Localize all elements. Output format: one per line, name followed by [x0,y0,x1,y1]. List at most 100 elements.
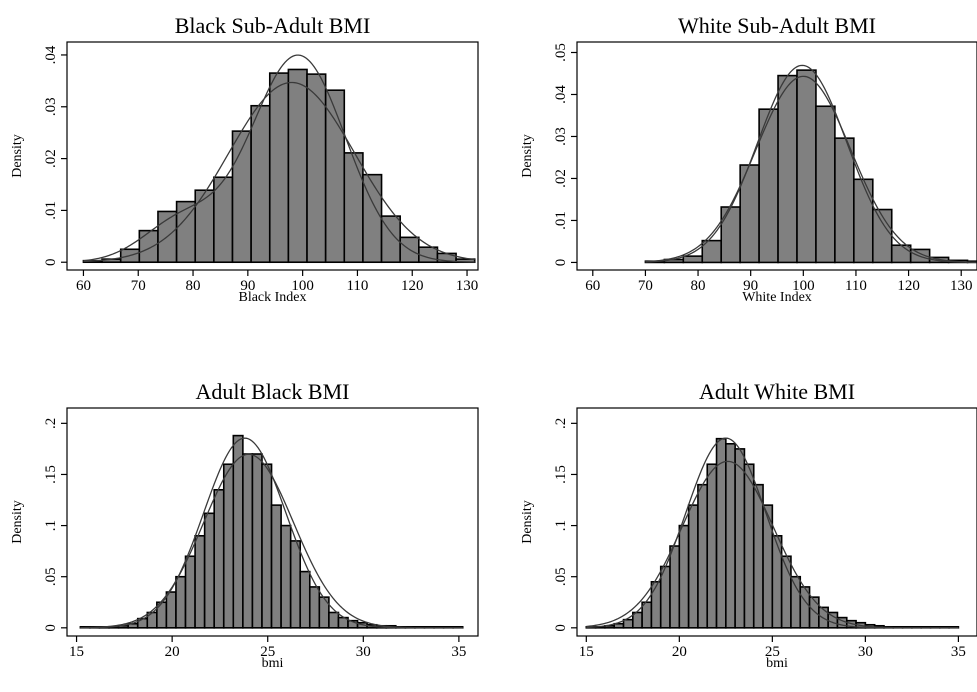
histogram-bar [343,152,364,264]
histogram-bar [669,545,681,629]
x-tick-label: 120 [401,278,424,294]
chart-title: White Sub-Adult BMI [678,13,876,38]
y-tick-label: .04 [553,85,569,104]
histogram-bar [165,591,177,629]
histogram-bar [213,488,225,629]
chart-panel-adult-white: Adult White BMI 15 20 25 30 35 0 .05 .1 .15 .2 bmi D… [520,379,977,671]
x-tick-label: 15 [579,644,594,660]
y-tick-label: .03 [553,127,569,146]
y-tick-label: .01 [43,201,59,220]
x-tick-label: 100 [291,278,314,294]
y-axis-label: Density [10,500,25,544]
histogram-bar [184,555,196,629]
x-tick-label: 100 [792,278,815,294]
kernel-density-curve [586,437,959,629]
histogram-bar [324,89,346,264]
histogram-bar [242,453,254,629]
x-tick-label: 130 [950,278,973,294]
histogram-bar [232,434,244,629]
x-tick-label: 90 [240,278,255,294]
histogram-bar [138,229,159,264]
y-tick-label: .04 [43,45,59,64]
x-tick-label: 60 [585,278,600,294]
histogram-bar [136,617,149,629]
x-tick-label: 25 [765,644,780,660]
x-tick-label: 110 [346,278,368,294]
y-tick-label: .1 [43,520,59,531]
chart-panel-black-sub-adult: Black Sub-Adult BMI 60 70 80 90 100 110 120 130 0… [10,13,479,305]
plot-frame [66,407,479,637]
histogram-bar [250,104,271,264]
histogram-bar [261,463,273,629]
chart-panel-white-sub-adult: White Sub-Adult BMI 60 70 80 90 100 110 120 130 0… [520,13,977,305]
y-tick-label: .01 [553,211,569,230]
histogram-bar [175,575,187,629]
histogram-bar [289,540,302,629]
histogram-bar [287,68,308,264]
histogram-bar [808,596,820,629]
y-tick-label: .02 [43,149,59,168]
y-tick-label: 0 [43,624,59,632]
x-axis-label: White Index [742,290,812,305]
kernel-density-curve [645,64,977,263]
histogram-bar [299,570,311,629]
histogram-bar [418,246,439,264]
kernel-density-curve [80,437,463,629]
x-axis-label: Black Index [238,290,306,305]
y-tick-label: .15 [43,465,59,484]
y-tick-label: .2 [43,418,59,429]
y-tick-label: .1 [553,520,569,531]
histogram-bar [194,535,206,629]
histogram-bar [213,176,234,264]
y-axis-label: Density [520,500,535,544]
y-tick-label: .2 [553,418,569,429]
histogram-bar [682,255,704,264]
y-axis-label: Density [10,134,25,178]
histogram-bar [777,74,798,264]
y-axis-label: Density [520,134,535,178]
x-tick-label: 25 [260,644,275,660]
y-tick-label: 0 [43,258,59,266]
histogram-bar [622,618,634,629]
normal-density-curve [645,75,977,263]
x-axis-label: bmi [262,656,284,671]
histogram-bar [280,524,292,629]
plot-frame [576,407,977,637]
x-axis-label: bmi [766,656,788,671]
x-tick-label: 110 [845,278,867,294]
histogram-bar [706,463,718,629]
histogram-bar [725,442,736,629]
histogram-bar [308,586,321,629]
x-tick-label: 35 [451,644,466,660]
y-tick-label: .15 [553,465,569,484]
x-tick-label: 70 [131,278,146,294]
histogram-bar [268,72,290,264]
chart-title: Adult Black BMI [196,379,350,404]
histogram-bar [203,512,215,629]
histogram-bar [687,504,699,629]
x-tick-label: 15 [69,644,84,660]
histogram-bar [697,483,709,629]
histogram-bar [715,437,727,629]
histogram-bar [890,244,912,264]
x-tick-label: 30 [858,644,873,660]
histogram-bar [796,69,817,264]
normal-density-curve [83,81,475,263]
histogram-bar [752,483,764,629]
histogram-bar [871,208,893,264]
y-tick-label: .05 [43,567,59,586]
histogram-bar [156,601,168,629]
histogram-bar [641,601,653,629]
x-tick-label: 120 [897,278,920,294]
y-tick-label: .02 [553,169,569,188]
histogram-bar [222,463,235,629]
histogram-bar [251,453,263,629]
histogram-bar [650,581,662,629]
x-tick-label: 20 [165,644,180,660]
x-tick-label: 35 [951,644,966,660]
histogram-bar [270,504,282,629]
chart-title: Black Sub-Adult BMI [175,13,371,38]
y-tick-label: 0 [553,259,569,267]
x-tick-label: 30 [356,644,371,660]
